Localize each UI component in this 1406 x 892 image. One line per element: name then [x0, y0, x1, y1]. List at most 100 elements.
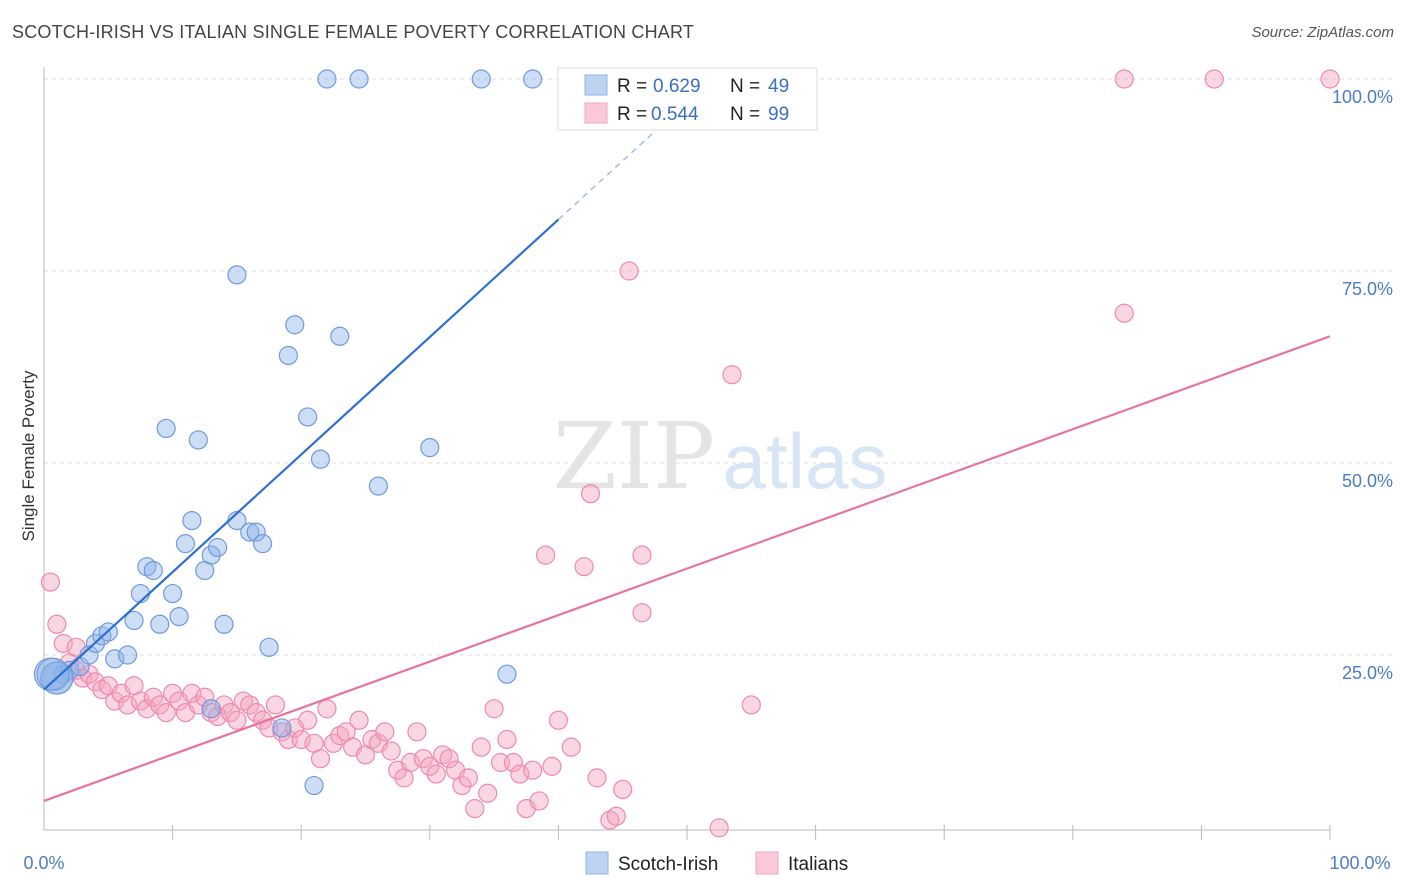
legend-swatch-scotch-irish [584, 74, 608, 96]
chart-source: Source: ZipAtlas.com [1251, 24, 1394, 41]
italians-point-10 [105, 691, 125, 711]
legend-r-value-2: 0.544 [651, 104, 699, 125]
italians-point-77 [535, 545, 556, 565]
scotch-irish-point-33 [278, 345, 298, 366]
scotch-irish-point-21 [188, 430, 208, 450]
x-ticks [172, 825, 1331, 840]
italians-point-71 [497, 729, 517, 750]
x-tick-label-max: 100.0% [1329, 853, 1390, 873]
italians-point-40 [298, 710, 318, 730]
scotch-irish-point-39 [330, 326, 350, 346]
scotch-irish-point-45 [523, 69, 543, 89]
italians-point-75 [523, 760, 543, 780]
legend-bottom: Scotch-Irish Italians [585, 851, 848, 875]
legend-bottom-label-italians: Italians [788, 854, 848, 875]
italians-point-15 [137, 699, 157, 719]
italians-trendline [43, 335, 1331, 802]
italians-point-35 [265, 695, 286, 715]
watermark-zip: ZIP [553, 403, 715, 510]
italians-point-39 [291, 729, 311, 750]
scotch-irish-point-37 [310, 449, 331, 469]
scotch-irish-point-25 [214, 614, 234, 634]
italians-point-80 [561, 737, 581, 757]
italians-point-91 [709, 818, 729, 838]
y-axis-title: Single Female Poverty [19, 370, 38, 542]
italians-point-17 [150, 695, 170, 715]
watermark-atlas: atlas [723, 417, 888, 505]
italians-point-52 [375, 722, 395, 742]
italians-point-68 [478, 783, 498, 803]
italians-point-42 [310, 749, 331, 769]
legend-n-value-2: 99 [768, 104, 789, 125]
legend-n-value-1: 49 [768, 76, 789, 97]
y-tick-label-25: 25.0% [1342, 663, 1393, 683]
italians-point-94 [1114, 303, 1134, 323]
chart-title: SCOTCH-IRISH VS ITALIAN SINGLE FEMALE PO… [12, 22, 695, 42]
scotch-irish-trendline [43, 218, 560, 691]
italians-point-28 [220, 702, 241, 723]
legend-top: R = 0.629 N = 49 R = 0.544 N = 99 [557, 67, 818, 131]
scotch-irish-point-36 [304, 775, 324, 796]
italians-point-56 [400, 752, 421, 773]
italians-point-64 [452, 775, 472, 796]
scotch-irish-point-5 [79, 645, 99, 665]
italians-point-87 [619, 261, 639, 281]
italians-point-65 [458, 768, 478, 788]
scotch-irish-point-20 [182, 510, 202, 531]
italians-point-1 [47, 614, 67, 634]
scotch-irish-point-42 [420, 438, 440, 458]
legend-r-value-1: 0.629 [653, 76, 701, 97]
italians-point-12 [117, 695, 138, 715]
italians-point-58 [413, 749, 433, 769]
grid-lines [44, 78, 1395, 656]
italians-point-32 [246, 702, 266, 723]
italians-point-66 [465, 798, 485, 819]
italians-point-82 [580, 484, 601, 504]
legend-n-label-2: N = [730, 104, 760, 125]
italians-point-88 [632, 545, 652, 565]
scotch-irish-point-46 [201, 699, 221, 719]
italians-point-44 [323, 733, 343, 753]
italians-point-26 [208, 706, 228, 727]
scotch-irish-point-14 [143, 560, 163, 581]
legend-r-label-1: R = [617, 76, 647, 97]
italians-point-19 [163, 683, 183, 704]
scotch-irish-point-28 [240, 522, 260, 542]
italians-point-0 [40, 572, 61, 592]
italians-point-92 [722, 365, 742, 385]
italians-point-78 [542, 756, 562, 776]
italians-point-18 [156, 702, 176, 723]
scotch-irish-point-23 [201, 545, 221, 565]
italians-point-16 [143, 687, 163, 707]
y-tick-labels: 25.0% 50.0% 75.0% 100.0% [1332, 87, 1393, 683]
italians-points [40, 69, 1340, 838]
scotch-irish-point-31 [259, 637, 279, 657]
italians-point-93 [741, 695, 761, 715]
italians-point-27 [214, 695, 234, 715]
italians-point-29 [227, 710, 247, 730]
italians-point-76 [529, 791, 549, 811]
italians-point-79 [548, 710, 569, 730]
legend-r-label-2: R = [617, 104, 647, 125]
scotch-irish-point-29 [246, 522, 266, 542]
scotch-irish-point-44 [497, 664, 517, 684]
italians-point-31 [240, 695, 260, 715]
scotch-irish-point-24 [208, 537, 228, 558]
italians-point-60 [426, 764, 446, 784]
legend-swatch-italians [584, 102, 608, 124]
y-tick-label-50: 50.0% [1342, 471, 1393, 491]
scotch-irish-point-35 [298, 407, 318, 427]
legend-bottom-swatch-italians [755, 851, 779, 875]
scotch-irish-point-43 [471, 69, 491, 89]
italians-point-81 [574, 557, 594, 577]
y-tick-label-75: 75.0% [1342, 279, 1393, 299]
italians-point-85 [606, 806, 626, 826]
italians-point-86 [613, 779, 633, 800]
scotch-irish-point-16 [156, 418, 176, 439]
scotch-irish-point-12 [130, 583, 151, 604]
scotch-irish-point-3 [60, 660, 80, 680]
scotch-irish-point-26 [227, 265, 247, 285]
scotch-irish-point-38 [317, 69, 337, 89]
italians-point-83 [587, 768, 607, 788]
x-tick-label-min: 0.0% [23, 853, 64, 873]
